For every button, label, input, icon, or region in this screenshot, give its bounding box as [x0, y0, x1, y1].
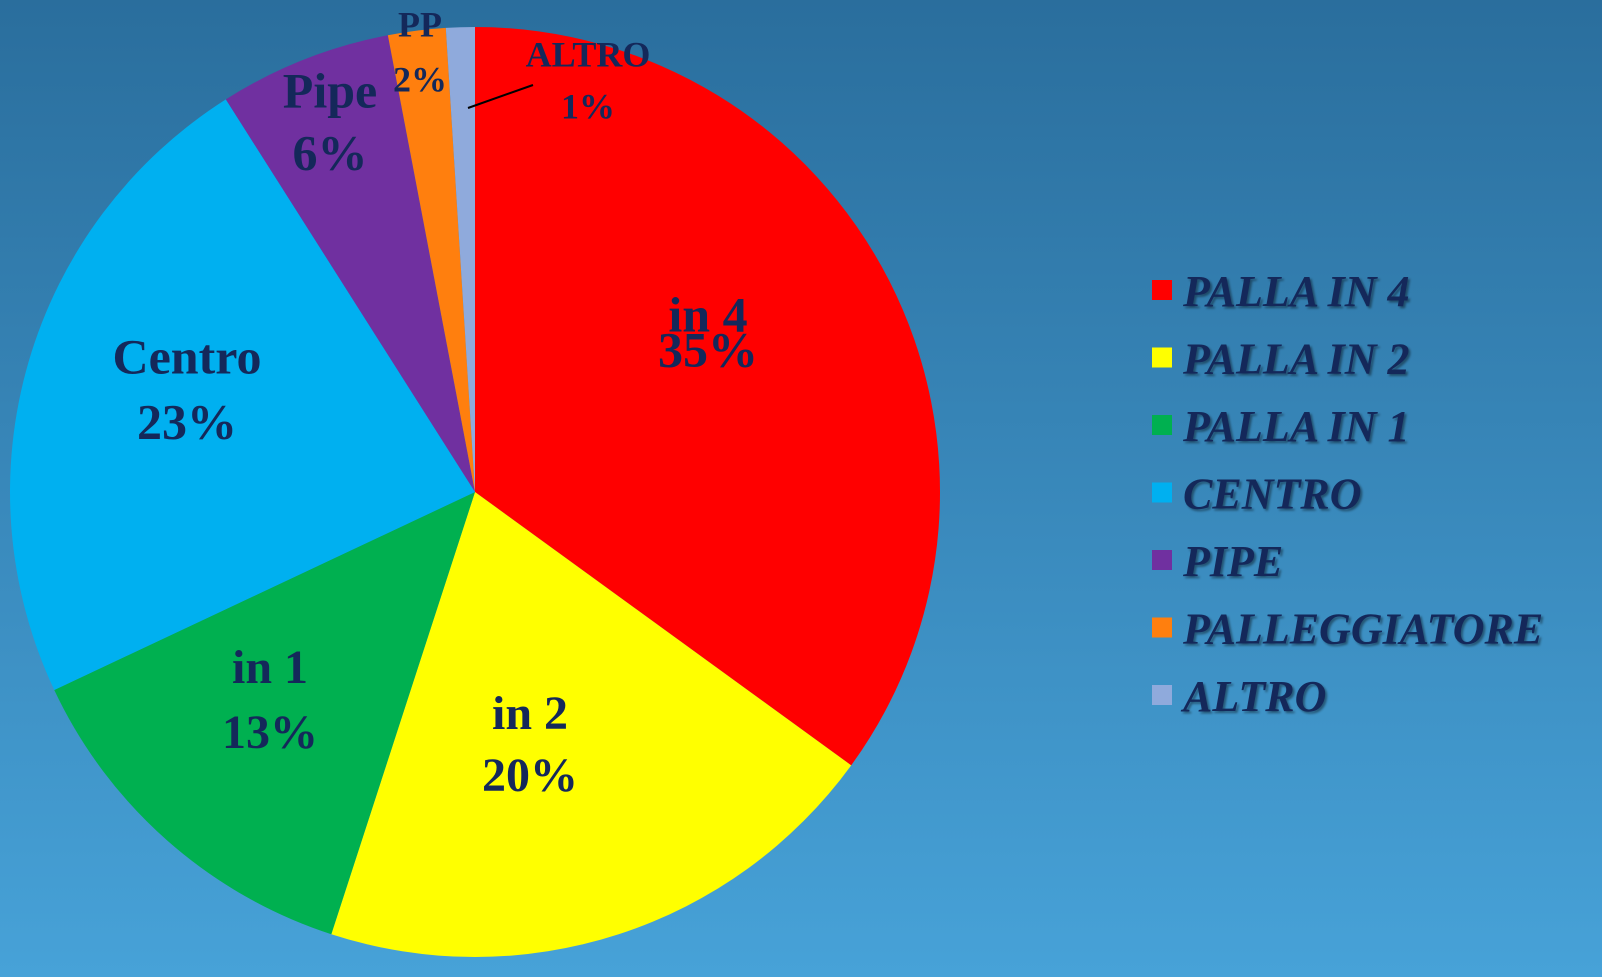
- legend-swatch: [1152, 347, 1172, 368]
- data-label-name: Centro: [112, 328, 261, 384]
- data-label-value: 20%: [482, 749, 578, 802]
- data-label-name: PP: [398, 4, 442, 44]
- legend-label: ALTRO: [1180, 672, 1326, 721]
- pie-slice: [54, 492, 475, 935]
- legend-swatch: [1152, 617, 1172, 638]
- data-label-value: 35%: [658, 321, 758, 377]
- data-label-name: in 1: [232, 641, 308, 694]
- data-label-value: 1%: [561, 86, 615, 126]
- leader-line: [467, 84, 534, 109]
- pie: [9, 27, 941, 957]
- data-label-value: 13%: [222, 706, 318, 759]
- pie-slice: [387, 27, 475, 492]
- data-label-name: in 2: [492, 687, 568, 740]
- legend-swatch: [1152, 482, 1172, 503]
- data-label-name: ALTRO: [526, 34, 651, 74]
- pie-slice: [475, 27, 941, 766]
- data-label-value: 23%: [137, 393, 237, 449]
- legend-swatch: [1152, 415, 1172, 435]
- pie-slice: [445, 27, 475, 492]
- pie-slice: [331, 492, 852, 957]
- data-label-name: Pipe: [283, 62, 377, 118]
- legend-swatch: [1152, 550, 1172, 570]
- data-label-value: 6%: [293, 124, 368, 180]
- legend-label: PIPE: [1182, 537, 1283, 586]
- pie-slice: [9, 99, 476, 690]
- legend-swatch: [1152, 685, 1172, 705]
- pie-slice: [225, 35, 475, 493]
- data-label-value: 2%: [393, 59, 447, 99]
- legend-label: PALLEGGIATORE: [1182, 605, 1543, 654]
- legend-label: PALLA IN 4: [1182, 267, 1410, 316]
- legend-swatch: [1152, 280, 1172, 300]
- data-label-name: in 4: [668, 286, 747, 342]
- legend-label: PALLA IN 2: [1182, 335, 1410, 384]
- legend-label: CENTRO: [1183, 470, 1361, 519]
- legend-label: PALLA IN 1: [1182, 402, 1410, 451]
